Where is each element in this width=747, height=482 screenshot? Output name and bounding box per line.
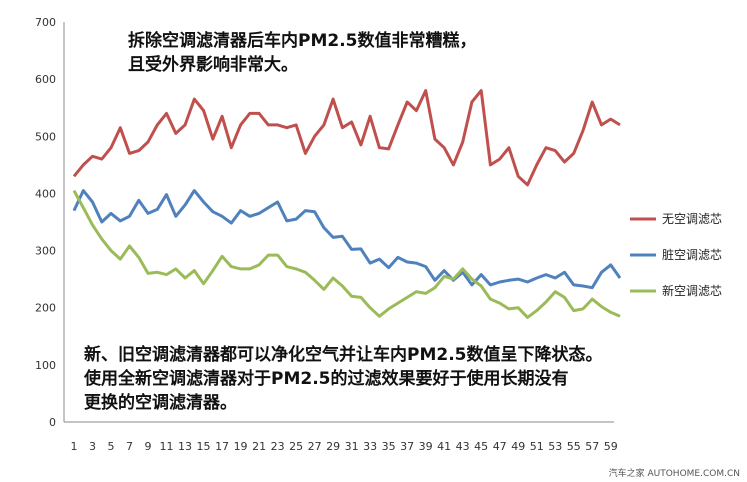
x-tick-label: 43 [456,440,470,453]
y-tick-label: 100 [35,359,56,372]
x-tick-label: 45 [474,440,488,453]
annotation-bottom-line-1: 新、旧空调滤清器都可以净化空气并让车内PM2.5数值呈下降状态。 [84,344,603,365]
x-tick-label: 27 [308,440,322,453]
y-tick-label: 0 [49,416,56,429]
x-tick-label: 51 [530,440,544,453]
x-tick-label: 11 [160,440,174,453]
x-tick-label: 29 [326,440,340,453]
x-tick-label: 41 [437,440,451,453]
y-tick-label: 300 [35,245,56,258]
x-tick-label: 13 [178,440,192,453]
series-lines [72,89,622,319]
x-tick-label: 3 [89,440,96,453]
legend-label-0: 无空调滤芯 [662,212,722,226]
x-tick-label: 39 [419,440,433,453]
annotation-top-line-2: 且受外界影响非常大。 [128,54,298,75]
x-tick-label: 57 [585,440,599,453]
y-tick-label: 400 [35,187,56,200]
x-tick-label: 1 [71,440,78,453]
x-tick-label: 49 [511,440,525,453]
x-tick-label: 33 [363,440,377,453]
x-tick-label: 37 [400,440,414,453]
y-tick-label: 700 [35,16,56,29]
x-tick-label: 31 [345,440,359,453]
x-tick-label: 15 [197,440,211,453]
annotation-bottom-line-2: 使用全新空调滤清器对于PM2.5的过滤效果要好于使用长期没有 [83,368,569,389]
x-tick-label: 17 [215,440,229,453]
x-tick-label: 55 [567,440,581,453]
x-tick-label: 9 [145,440,152,453]
legend-label-1: 脏空调滤芯 [662,247,722,262]
x-tick-label: 25 [289,440,303,453]
x-tick-label: 21 [252,440,266,453]
x-tick-label: 35 [382,440,396,453]
x-tick-label: 23 [271,440,285,453]
x-tick-labels: 1 3 5 7 9 11 13 15 17 19 21 23 25 27 29 31 33 35 37 39 41 43 4… [71,440,618,453]
x-tick-label: 7 [126,440,133,453]
y-tick-labels: 0 100 200 300 400 500 600 700 [35,16,56,429]
x-tick-label: 5 [108,440,115,453]
series-line-2 [72,189,621,319]
watermark: 汽车之家 AUTOHOME.COM.CN [609,467,740,479]
x-tick-label: 19 [234,440,248,453]
y-tick-label: 200 [35,302,56,315]
y-tick-label: 600 [35,73,56,86]
series-line-1 [72,189,622,290]
x-tick-label: 59 [604,440,618,453]
legend-label-2: 新空调滤芯 [662,283,722,298]
y-tick-label: 500 [35,130,56,143]
annotation-bottom-line-3: 更换的空调滤清器。 [84,392,237,413]
x-tick-label: 47 [493,440,507,453]
x-tick-label: 53 [548,440,562,453]
annotation-top-line-1: 拆除空调滤清器后车内PM2.5数值非常糟糕， [128,30,477,51]
chart-axes [63,22,614,423]
series-line-0 [72,89,621,187]
